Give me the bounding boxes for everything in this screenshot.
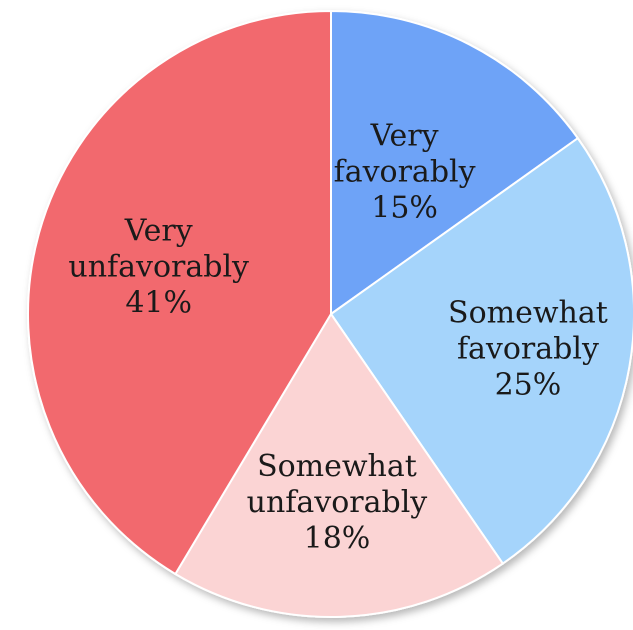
slice-category-label: Somewhat bbox=[257, 449, 417, 484]
slice-label-very-favorably: Very favorably 15% bbox=[334, 118, 476, 225]
pie-labels: Very favorably 15%Somewhat favorably 25%Some… bbox=[68, 118, 607, 556]
slice-category-label: favorably bbox=[334, 154, 476, 189]
pie-slice-very-favorably bbox=[330, 9, 580, 316]
slice-category-label: unfavorably bbox=[68, 249, 249, 284]
slice-category-label: favorably bbox=[457, 332, 599, 367]
slice-category-label: unfavorably bbox=[247, 485, 428, 520]
slice-category-label: Somewhat bbox=[448, 296, 608, 331]
pie-slice-somewhat-favorably bbox=[329, 136, 633, 565]
slice-category-label: Very bbox=[124, 213, 193, 248]
slice-value-label: 25% bbox=[495, 368, 562, 403]
pie-slices bbox=[27, 9, 633, 618]
pie-slice-somewhat-unfavorably bbox=[173, 312, 505, 618]
slice-label-somewhat-unfavorably: Somewhat unfavorably 18% bbox=[247, 449, 428, 556]
slice-value-label: 18% bbox=[304, 521, 371, 556]
slice-label-somewhat-favorably: Somewhat favorably 25% bbox=[448, 296, 608, 403]
slice-value-label: 41% bbox=[125, 285, 192, 320]
slice-label-very-unfavorably: Very unfavorably 41% bbox=[68, 213, 249, 320]
slice-category-label: Very bbox=[370, 118, 439, 153]
pie-slice-very-unfavorably bbox=[27, 9, 332, 576]
slice-value-label: 15% bbox=[371, 190, 438, 225]
